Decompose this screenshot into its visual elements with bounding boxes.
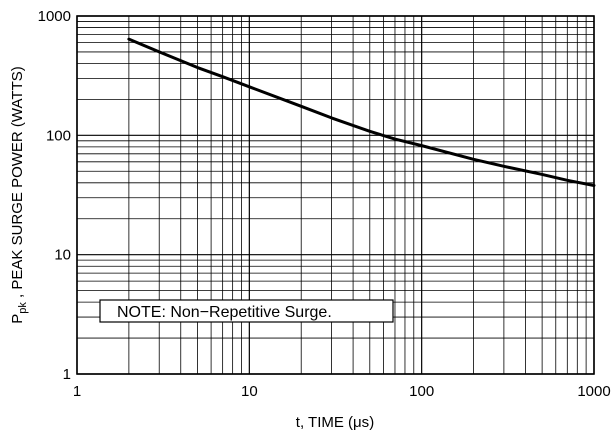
note-annotation: NOTE: Non−Repetitive Surge. [99, 299, 394, 323]
y-axis-title: Ppk , PEAK SURGE POWER (WATTS) [9, 66, 29, 324]
y-tick-labels: 1 10 100 1000 [38, 8, 71, 383]
x-tick-labels: 1 10 100 1000 [73, 383, 611, 400]
plot-frame [76, 15, 595, 375]
note-text: NOTE: Non−Repetitive Surge. [117, 304, 332, 321]
x-axis-title-unit: μs [353, 414, 369, 431]
x-tick-label: 1 [73, 383, 81, 400]
y-axis-title-subscript: pk [17, 302, 29, 314]
series-line [127, 37, 596, 187]
x-tick-label: 10 [241, 383, 258, 400]
x-axis-title-prefix: t, TIME ( [296, 414, 353, 431]
y-tick-label: 1000 [38, 8, 71, 25]
y-tick-label: 100 [46, 127, 71, 144]
x-tick-label: 100 [409, 383, 434, 400]
x-axis-title: t, TIME (μs) [296, 414, 374, 431]
y-axis-title-base: P [9, 314, 26, 324]
note-box [99, 299, 394, 323]
series-points [128, 39, 595, 186]
y-tick-label: 10 [54, 247, 71, 264]
y-axis-title-rest: , PEAK SURGE POWER (WATTS) [9, 66, 26, 302]
y-tick-label: 1 [63, 366, 71, 383]
x-tick-label: 1000 [577, 383, 610, 400]
x-axis-title-suffix: ) [369, 414, 374, 431]
